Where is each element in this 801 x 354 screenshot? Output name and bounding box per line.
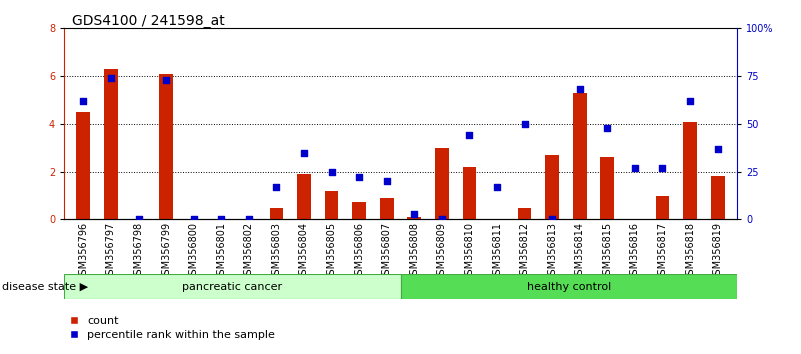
Text: healthy control: healthy control (526, 282, 611, 292)
Bar (601, 157, 614, 219)
Text: GSM356817: GSM356817 (658, 222, 667, 281)
Text: GSM356801: GSM356801 (216, 222, 226, 281)
Point (656, 165, 669, 171)
Point (159, 77, 172, 83)
Point (270, 184, 283, 190)
Text: GSM356816: GSM356816 (630, 222, 640, 281)
Point (545, 217, 558, 222)
Text: GSM356805: GSM356805 (327, 222, 336, 281)
Text: GSM356807: GSM356807 (382, 222, 392, 281)
Point (187, 217, 200, 222)
Text: pancreatic cancer: pancreatic cancer (183, 282, 283, 292)
Text: GSM356812: GSM356812 (520, 222, 529, 281)
Text: GSM356818: GSM356818 (685, 222, 695, 281)
Bar (352, 201, 366, 219)
Text: GSM356814: GSM356814 (575, 222, 585, 281)
Text: GSM356797: GSM356797 (106, 222, 116, 281)
Point (518, 121, 531, 127)
Text: disease state ▶: disease state ▶ (2, 282, 88, 292)
Bar (76, 112, 91, 219)
Point (711, 146, 724, 152)
Text: GSM356811: GSM356811 (492, 222, 502, 281)
Bar (324, 191, 339, 219)
Text: GSM356819: GSM356819 (713, 222, 723, 281)
Bar (517, 207, 532, 219)
Bar (380, 198, 393, 219)
Bar (462, 167, 477, 219)
Text: GSM356815: GSM356815 (602, 222, 612, 281)
FancyBboxPatch shape (64, 274, 400, 299)
Point (490, 184, 503, 190)
Point (601, 125, 614, 131)
Bar (655, 195, 670, 219)
Bar (269, 207, 284, 219)
Text: GSM356799: GSM356799 (161, 222, 171, 281)
Bar (573, 93, 586, 219)
Point (325, 169, 338, 175)
Point (463, 132, 476, 138)
Bar (545, 155, 559, 219)
Point (132, 217, 145, 222)
Point (436, 217, 449, 222)
Point (380, 178, 393, 184)
Bar (104, 69, 118, 219)
Text: GDS4100 / 241598_at: GDS4100 / 241598_at (72, 14, 225, 28)
Legend: count, percentile rank within the sample: count, percentile rank within the sample (70, 316, 276, 339)
Point (298, 150, 311, 155)
Bar (408, 217, 421, 219)
Bar (435, 148, 449, 219)
Text: GSM356813: GSM356813 (547, 222, 557, 281)
Bar (710, 176, 725, 219)
Point (243, 217, 256, 222)
Point (408, 211, 421, 217)
Point (352, 175, 365, 180)
Point (683, 98, 696, 104)
Point (574, 87, 586, 92)
Point (215, 217, 227, 222)
Text: GSM356803: GSM356803 (272, 222, 281, 281)
Text: GSM356798: GSM356798 (134, 222, 143, 281)
FancyBboxPatch shape (400, 274, 737, 299)
Bar (297, 174, 311, 219)
Point (77, 98, 90, 104)
Point (105, 75, 118, 81)
Point (629, 165, 642, 171)
Text: GSM356802: GSM356802 (244, 222, 254, 281)
Text: GSM356809: GSM356809 (437, 222, 447, 281)
Text: GSM356804: GSM356804 (299, 222, 309, 281)
Text: GSM356808: GSM356808 (409, 222, 419, 281)
Text: GSM356810: GSM356810 (465, 222, 474, 281)
Text: GSM356796: GSM356796 (78, 222, 88, 281)
Bar (683, 121, 697, 219)
Text: GSM356806: GSM356806 (354, 222, 364, 281)
Text: GSM356800: GSM356800 (189, 222, 199, 281)
Bar (159, 74, 173, 219)
